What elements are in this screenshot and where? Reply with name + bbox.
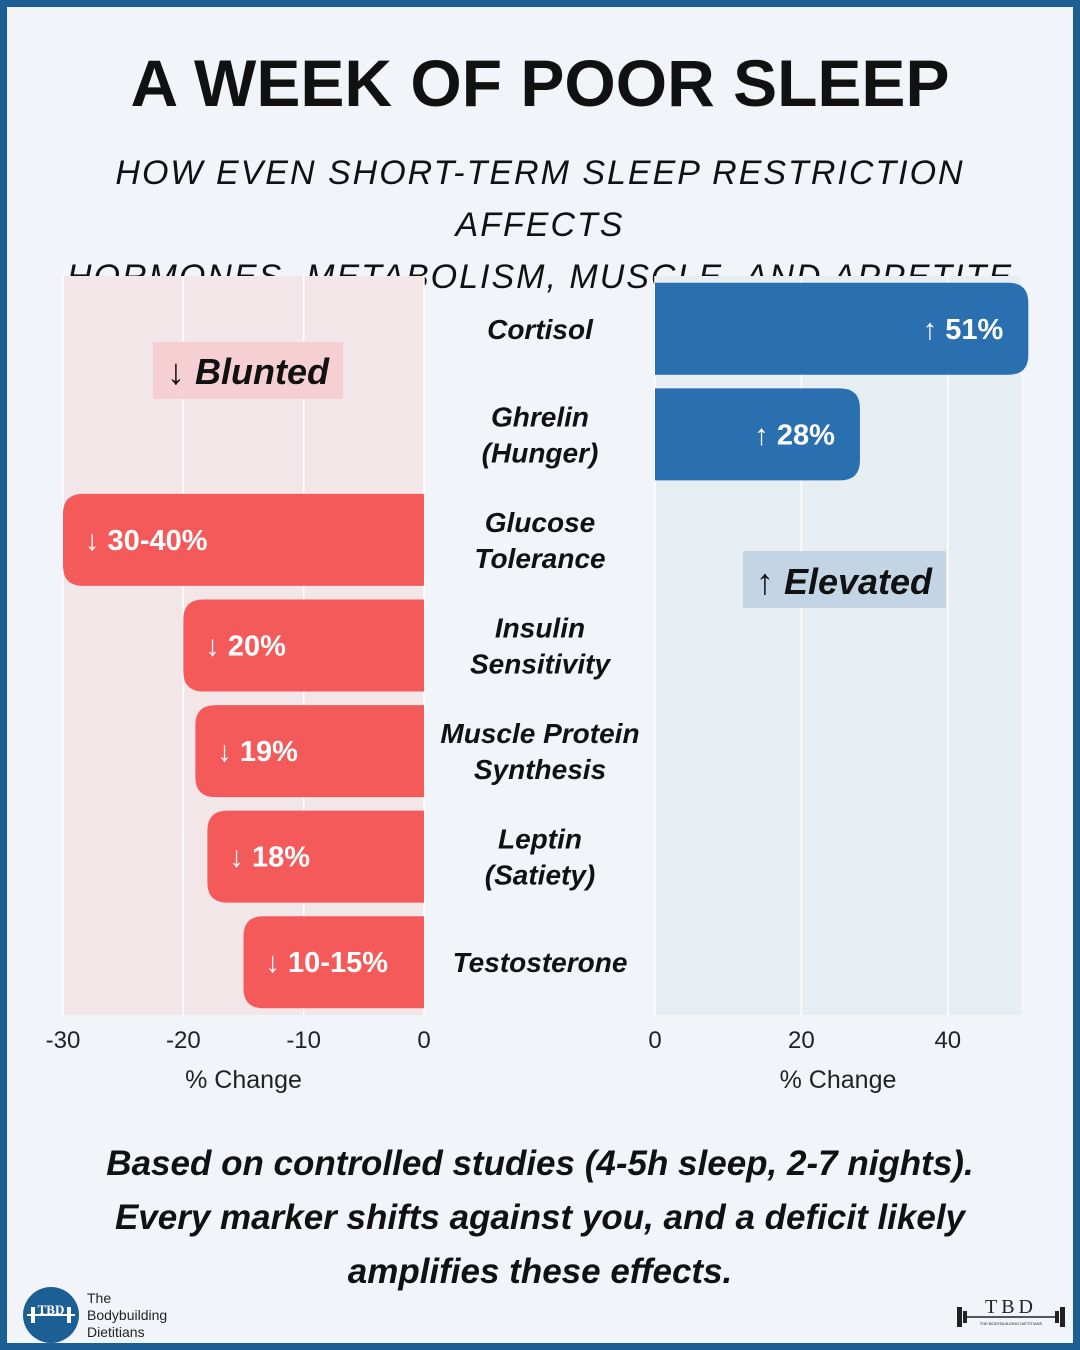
left-axis-label: % Change (185, 1066, 302, 1094)
decrease-bar-label: ↓ 18% (229, 842, 310, 874)
right-axis-label: % Change (780, 1066, 897, 1094)
category-label: (Hunger) (482, 437, 599, 468)
left-tick-label: -20 (166, 1027, 201, 1054)
elevated-badge-background (743, 551, 946, 608)
decrease-bar (207, 810, 424, 903)
left-tick-label: 0 (417, 1027, 430, 1054)
brand-wordmark-icon: TBD THE BODYBUILDING DIETITIANS (957, 1296, 1065, 1327)
category-label: Sensitivity (470, 649, 611, 680)
increase-bar (655, 282, 1029, 375)
right-tick-label: 20 (788, 1027, 815, 1054)
left-tick-label: -10 (286, 1027, 321, 1054)
decrease-bar (183, 599, 424, 692)
diverging-bar-chart: -30 -20 -10 0 % Change 0 20 40 % Change ↓ 30-40% ↓… (46, 276, 1029, 1094)
brand-line: The (87, 1290, 112, 1306)
caption-line: Based on controlled studies (4-5h sleep,… (106, 1144, 974, 1183)
logo-right-text: TBD (985, 1296, 1037, 1318)
logo-left-text: TBD (38, 1302, 65, 1317)
subtitle-line: HOW EVEN SHORT-TERM SLEEP RESTRICTION AF… (115, 154, 965, 244)
brand-line: Dietitians (87, 1324, 145, 1340)
brand-name: The Bodybuilding Dietitians (87, 1290, 167, 1341)
decrease-bar-label: ↓ 10-15% (266, 947, 389, 979)
decrease-bar-label: ↓ 20% (205, 631, 286, 663)
decrease-bar (63, 493, 424, 586)
page-title: A WEEK OF POOR SLEEP (130, 46, 950, 120)
blunted-badge-label: ↓ Blunted (167, 351, 330, 392)
decrease-bar-label: ↓ 19% (217, 736, 298, 768)
brand-line: Bodybuilding (87, 1307, 168, 1323)
logo-right-subtext: THE BODYBUILDING DIETITIANS (980, 1321, 1043, 1326)
left-tick-label: -30 (46, 1027, 81, 1054)
caption: Based on controlled studies (4-5h sleep,… (67, 1137, 1013, 1299)
right-tick-label: 40 (934, 1027, 961, 1054)
increase-bar-label: ↑ 51% (923, 314, 1004, 346)
brand-logo-icon: TBD (23, 1287, 79, 1343)
category-label: Ghrelin (491, 401, 589, 432)
elevated-badge-label: ↑ Elevated (756, 561, 933, 602)
category-label: Tolerance (474, 543, 605, 574)
category-label: Testosterone (453, 947, 628, 978)
category-label: Leptin (498, 824, 582, 855)
caption-line: amplifies these effects. (347, 1252, 733, 1291)
right-panel-background (655, 276, 1021, 1015)
category-label: Insulin (495, 613, 585, 644)
decrease-bar (195, 705, 424, 798)
right-tick-label: 0 (648, 1027, 661, 1054)
category-label: Muscle Protein (440, 718, 639, 749)
blunted-badge-background (153, 342, 343, 399)
category-label: Synthesis (474, 754, 606, 785)
decrease-bar-label: ↓ 30-40% (85, 525, 208, 557)
category-label: Cortisol (487, 314, 594, 345)
category-label: Glucose (485, 507, 595, 538)
increase-bar (655, 388, 860, 481)
caption-line: Every marker shifts against you, and a d… (114, 1198, 966, 1237)
increase-bar-label: ↑ 28% (754, 419, 835, 451)
category-label: (Satiety) (485, 860, 595, 891)
decrease-bar (243, 916, 424, 1009)
